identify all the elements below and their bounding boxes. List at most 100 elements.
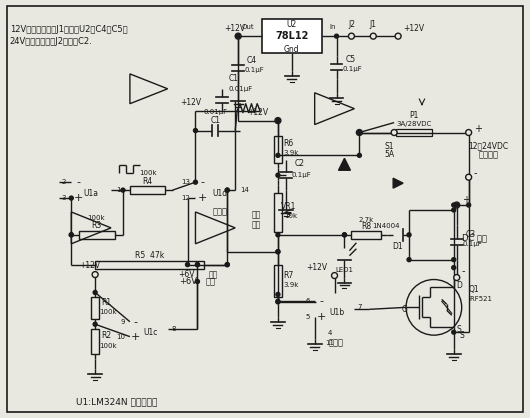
Circle shape xyxy=(452,203,456,207)
Text: +: + xyxy=(74,193,83,203)
Circle shape xyxy=(276,119,280,122)
Text: 0.01μF: 0.01μF xyxy=(203,109,227,115)
Circle shape xyxy=(356,130,363,135)
Circle shape xyxy=(334,34,339,38)
Text: C4: C4 xyxy=(247,56,257,65)
Circle shape xyxy=(407,257,411,262)
Text: -: - xyxy=(320,296,324,306)
Text: 8: 8 xyxy=(172,326,176,332)
Circle shape xyxy=(455,203,458,207)
Text: U1:LM324N 运算放大器: U1:LM324N 运算放大器 xyxy=(76,397,157,406)
Circle shape xyxy=(357,130,361,135)
Bar xyxy=(91,297,99,319)
Text: -: - xyxy=(76,177,80,187)
Text: 3A/28VDC: 3A/28VDC xyxy=(396,120,431,127)
Text: 100k: 100k xyxy=(139,170,156,176)
Circle shape xyxy=(276,250,280,254)
Text: 速度: 速度 xyxy=(251,210,261,219)
Circle shape xyxy=(452,330,456,334)
Circle shape xyxy=(407,233,411,237)
Text: 比较器: 比较器 xyxy=(329,339,344,348)
Circle shape xyxy=(276,300,280,304)
Text: +: + xyxy=(317,312,326,322)
Text: D1: D1 xyxy=(392,242,402,251)
Text: R8: R8 xyxy=(361,222,371,232)
Text: R2: R2 xyxy=(101,331,111,340)
Bar xyxy=(79,231,115,239)
Polygon shape xyxy=(339,158,350,170)
Circle shape xyxy=(193,180,198,184)
Bar xyxy=(274,194,282,232)
Text: 9: 9 xyxy=(120,319,125,325)
Bar xyxy=(396,129,432,137)
Text: -: - xyxy=(200,177,205,187)
Circle shape xyxy=(276,173,280,177)
Text: VR1: VR1 xyxy=(281,202,296,211)
Circle shape xyxy=(276,233,280,237)
Circle shape xyxy=(235,33,241,39)
Circle shape xyxy=(236,34,240,38)
Circle shape xyxy=(342,233,347,237)
Polygon shape xyxy=(393,178,403,188)
Circle shape xyxy=(276,250,280,254)
Text: U1c: U1c xyxy=(144,328,158,336)
Text: R4: R4 xyxy=(143,177,153,186)
Bar xyxy=(351,231,381,239)
Text: S: S xyxy=(460,331,464,340)
Text: 参考: 参考 xyxy=(209,270,218,279)
Circle shape xyxy=(69,233,73,237)
Text: -: - xyxy=(474,168,477,178)
Text: +12V: +12V xyxy=(248,108,269,117)
Text: -: - xyxy=(134,317,138,327)
Text: 12或24VDC: 12或24VDC xyxy=(469,141,509,150)
Text: 调节: 调节 xyxy=(251,220,261,229)
Text: +12V: +12V xyxy=(225,24,246,33)
Text: 1: 1 xyxy=(116,187,120,193)
Text: R3: R3 xyxy=(91,222,101,230)
Circle shape xyxy=(121,188,125,192)
Circle shape xyxy=(466,130,472,135)
Text: +12V: +12V xyxy=(306,263,327,272)
Text: +6V: +6V xyxy=(178,270,195,279)
Bar xyxy=(274,265,282,297)
Bar xyxy=(91,329,99,354)
Circle shape xyxy=(186,263,190,267)
Text: 10: 10 xyxy=(116,334,125,340)
Text: D: D xyxy=(456,281,462,290)
Text: 24V电源时，短接J2，不用C2.: 24V电源时，短接J2，不用C2. xyxy=(10,37,92,46)
Circle shape xyxy=(225,188,229,192)
Text: +12V: +12V xyxy=(180,98,201,107)
Text: 12: 12 xyxy=(182,195,190,201)
Text: U1b: U1b xyxy=(329,308,344,317)
Text: C3: C3 xyxy=(465,230,476,239)
Text: 参考: 参考 xyxy=(205,277,215,286)
Text: J1: J1 xyxy=(370,20,377,29)
Circle shape xyxy=(276,293,280,296)
Text: 12V电源时，短接J1，不用U2、C4、C5；: 12V电源时，短接J1，不用U2、C4、C5； xyxy=(10,25,127,34)
Text: C5: C5 xyxy=(346,55,356,64)
Circle shape xyxy=(370,33,376,39)
Text: S: S xyxy=(456,325,461,334)
Text: +: + xyxy=(474,124,482,133)
Text: R7: R7 xyxy=(284,270,294,280)
Text: G: G xyxy=(401,305,407,314)
Text: In: In xyxy=(330,24,336,30)
Text: 5: 5 xyxy=(305,314,310,320)
Text: +6V: +6V xyxy=(180,277,198,286)
Text: Out: Out xyxy=(242,24,254,30)
Text: IRF521: IRF521 xyxy=(469,296,493,302)
Text: 0.1μF: 0.1μF xyxy=(292,172,312,178)
Circle shape xyxy=(92,272,98,278)
Circle shape xyxy=(391,130,397,135)
Circle shape xyxy=(357,153,361,157)
Text: 4: 4 xyxy=(328,330,332,336)
Text: U2: U2 xyxy=(287,20,297,29)
Text: C1: C1 xyxy=(210,116,220,125)
Circle shape xyxy=(342,233,347,237)
Text: 2.7k: 2.7k xyxy=(358,217,374,223)
Text: +12V: +12V xyxy=(80,261,101,270)
Text: +12V: +12V xyxy=(403,24,424,33)
Circle shape xyxy=(225,263,229,267)
Circle shape xyxy=(225,188,229,192)
Circle shape xyxy=(69,233,73,237)
